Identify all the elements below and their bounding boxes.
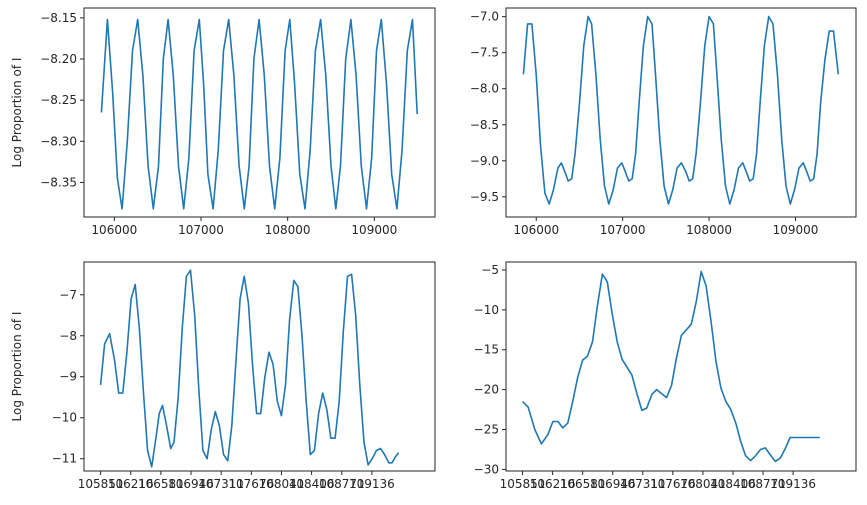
y-tick-label: −8.20 xyxy=(40,52,77,66)
x-tick-label: 109136 xyxy=(349,477,395,491)
y-tick-label: −25 xyxy=(474,423,499,437)
y-tick-label: −8.35 xyxy=(40,175,77,189)
y-tick-label: −8.30 xyxy=(40,134,77,148)
x-tick-label: 108041 xyxy=(259,477,305,491)
y-tick-label: −11 xyxy=(52,452,77,466)
y-tick-label: −5 xyxy=(481,263,499,277)
y-tick-label: −8.25 xyxy=(40,93,77,107)
subplot-bottom-right: 1058511062161065811069461073111076761080… xyxy=(474,261,857,491)
x-tick-label: 106216 xyxy=(530,477,576,491)
subplot-top-right: 106000 107000 108000 109000 −9.5 −9.0 −8.5 −8.0… xyxy=(470,7,857,237)
y-tick-label: −30 xyxy=(474,462,499,476)
y-tick-label: −9.5 xyxy=(470,190,499,204)
axes-frame xyxy=(505,261,857,472)
series-line-0 xyxy=(99,269,400,468)
x-tick-label: 108406 xyxy=(710,477,756,491)
y-tick-label: −8.5 xyxy=(470,118,499,132)
x-tick-label: 106000 xyxy=(91,223,137,237)
x-tick-label: 109000 xyxy=(773,223,819,237)
y-tick-label: −9.0 xyxy=(470,154,499,168)
series-line-0 xyxy=(522,15,840,205)
x-tick-label: 106216 xyxy=(108,477,154,491)
x-tick-label: 106946 xyxy=(168,477,214,491)
subplot-top-left: 106000 107000 108000 109000 −8.35 −8.30 −8.25 −… xyxy=(10,7,436,237)
x-tick-label: 108000 xyxy=(265,223,311,237)
x-tick-label: 108771 xyxy=(319,477,365,491)
series-line-0 xyxy=(100,18,418,210)
y-tick-label: −10 xyxy=(474,303,499,317)
x-tick-label: 107000 xyxy=(600,223,646,237)
x-tick-label: 108406 xyxy=(289,477,335,491)
y-tick-label: −7.0 xyxy=(470,10,499,24)
x-tick-label: 108771 xyxy=(740,477,786,491)
y-tick-label: −20 xyxy=(474,383,499,397)
x-tick-label: 105851 xyxy=(78,477,124,491)
y-tick-label: −10 xyxy=(52,411,77,425)
x-tick-label: 107676 xyxy=(228,477,274,491)
y-tick-label: −7 xyxy=(59,288,77,302)
y-tick-label: −9 xyxy=(59,370,77,384)
series-line-0 xyxy=(522,270,820,463)
x-tick-label: 106946 xyxy=(590,477,636,491)
y-axis-label: Log Proportion of I xyxy=(10,312,24,422)
y-tick-label: −8.15 xyxy=(40,11,77,25)
x-tick-label: 107676 xyxy=(650,477,696,491)
x-tick-label: 109136 xyxy=(770,477,816,491)
x-tick-label: 109000 xyxy=(351,223,397,237)
x-tick-label: 106000 xyxy=(513,223,559,237)
x-tick-label: 108000 xyxy=(686,223,732,237)
subplot-bottom-left: 1058511062161065811069461073111076761080… xyxy=(10,261,436,491)
x-tick-label: 105851 xyxy=(500,477,546,491)
x-tick-label: 107000 xyxy=(178,223,224,237)
y-tick-label: −8.0 xyxy=(470,82,499,96)
y-tick-label: −8 xyxy=(59,329,77,343)
y-tick-label: −15 xyxy=(474,343,499,357)
y-tick-label: −7.5 xyxy=(470,46,499,60)
x-tick-label: 108041 xyxy=(680,477,726,491)
axes-frame xyxy=(505,7,857,218)
axes-frame xyxy=(83,261,436,472)
x-tick-label: 106581 xyxy=(560,477,606,491)
x-tick-label: 107311 xyxy=(198,477,244,491)
x-tick-label: 106581 xyxy=(138,477,184,491)
y-axis-label: Log Proportion of I xyxy=(10,58,24,168)
x-tick-label: 107311 xyxy=(620,477,666,491)
axes-frame xyxy=(83,7,436,218)
